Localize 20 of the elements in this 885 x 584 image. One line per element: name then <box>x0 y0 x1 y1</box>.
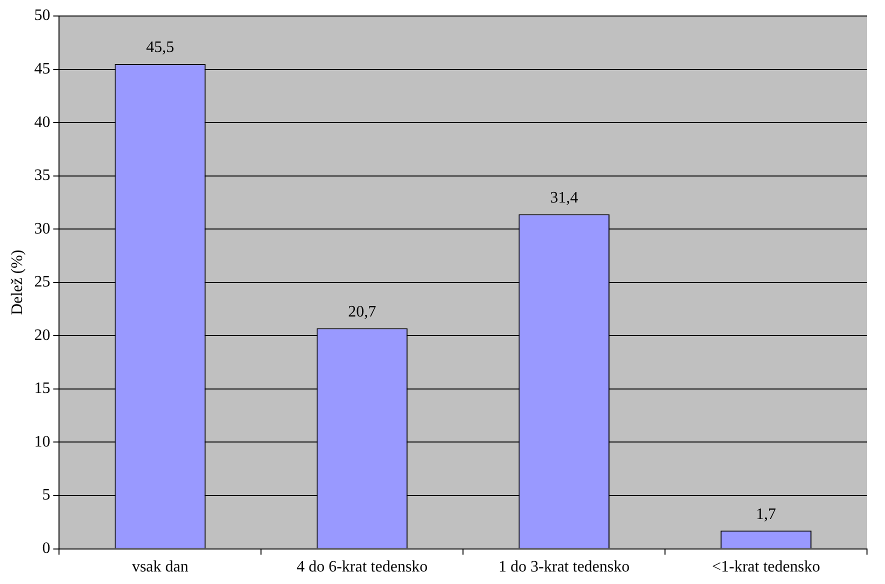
y-tick-label: 15 <box>34 380 50 398</box>
y-tick-label: 45 <box>34 60 50 78</box>
y-tick-label: 0 <box>42 540 50 558</box>
x-tick-label: vsak dan <box>132 558 188 576</box>
x-tick-label: 4 do 6-krat tedensko <box>296 558 428 576</box>
y-tick-label: 50 <box>34 7 50 24</box>
data-label: 45,5 <box>146 39 174 56</box>
y-axis-title: Delež (%) <box>8 250 26 316</box>
data-label: 31,4 <box>550 189 578 206</box>
y-tick-label: 30 <box>34 220 50 238</box>
data-label: 1,7 <box>756 506 776 523</box>
y-tick-label: 35 <box>34 167 50 184</box>
y-tick-label: 20 <box>34 326 50 344</box>
y-tick-label: 5 <box>42 486 50 504</box>
y-tick-label: 10 <box>34 433 50 450</box>
data-label: 20,7 <box>348 303 376 320</box>
x-tick-label: 1 do 3-krat tedensko <box>498 558 630 576</box>
y-tick-label: 40 <box>34 114 50 131</box>
x-tick-label: <1-krat tedensko <box>712 558 820 576</box>
y-tick-label: 25 <box>34 274 50 291</box>
